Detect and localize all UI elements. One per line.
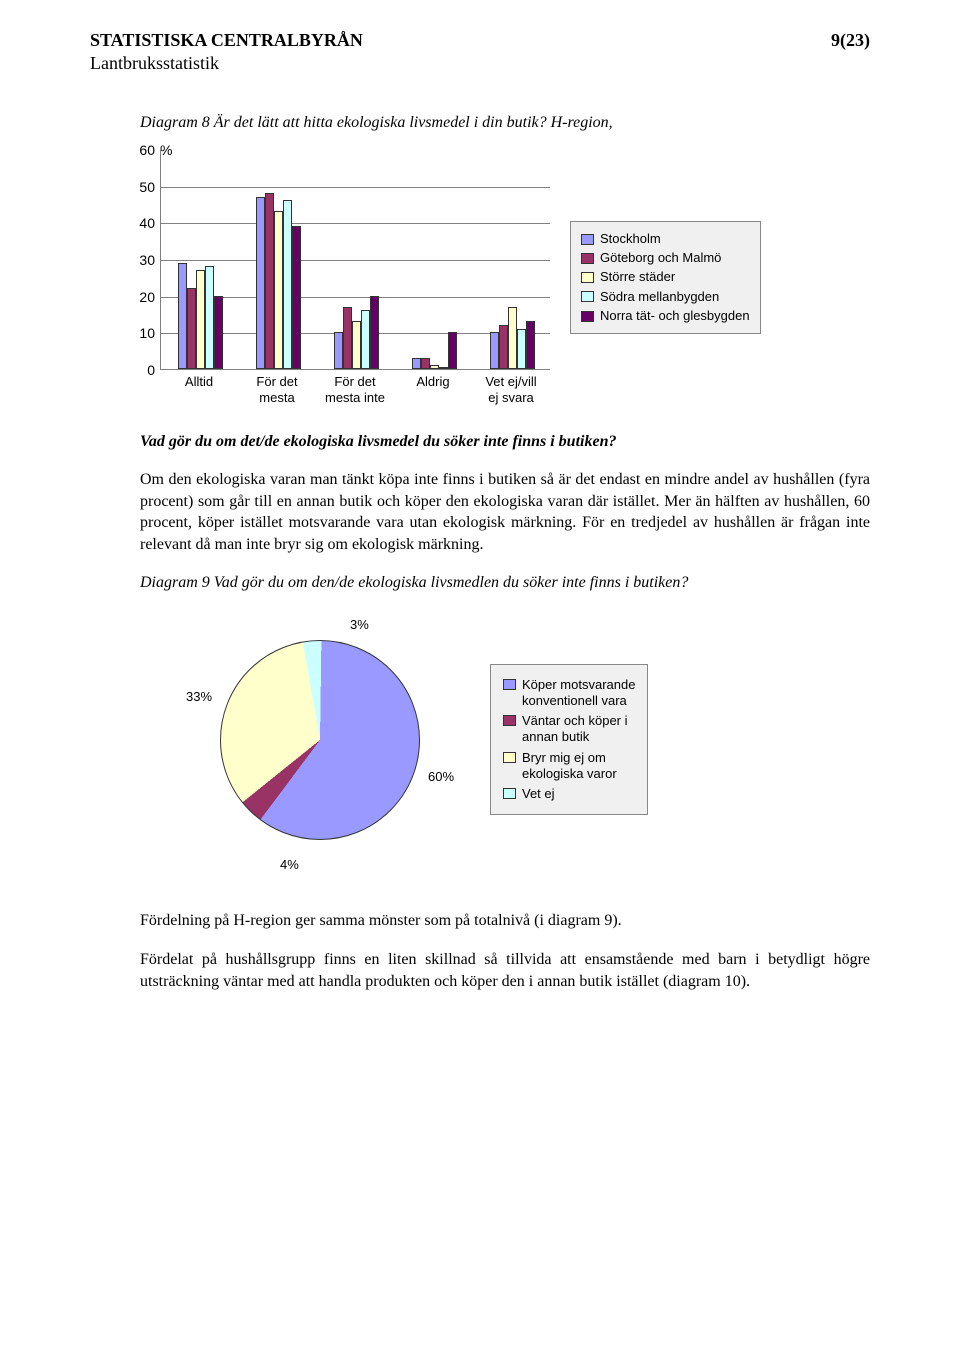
doc-subtitle: Lantbruksstatistik [90, 53, 870, 74]
legend-label: Södra mellanbygden [600, 289, 719, 305]
bar [508, 307, 517, 369]
legend-swatch [581, 291, 594, 302]
y-tick: 50 [131, 179, 155, 195]
legend-item: Vet ej [503, 786, 635, 802]
x-category-label: För detmesta inte [316, 370, 394, 405]
legend-item: Större städer [581, 269, 750, 285]
x-category-label: Vet ej/villej svara [472, 370, 550, 405]
diagram9-chart: 3% 60% 4% 33% Köper motsvarandekonventionel… [180, 610, 870, 870]
bar [448, 332, 457, 369]
org-name: STATISTISKA CENTRALBYRÅN [90, 30, 363, 51]
legend-swatch [503, 788, 516, 799]
legend-swatch [503, 715, 516, 726]
legend-item: Göteborg och Malmö [581, 250, 750, 266]
diagram8-legend: Stockholm Göteborg och Malmö Större städer… [570, 221, 761, 334]
bar [187, 288, 196, 369]
pie-slice-label: 3% [350, 618, 369, 631]
bar [283, 200, 292, 369]
diagram9-caption: Diagram 9 Vad gör du om den/de ekologisk… [140, 574, 870, 592]
page-number: 9(23) [831, 30, 870, 51]
legend-swatch [581, 234, 594, 245]
bar [430, 365, 439, 369]
section2-heading: Vad gör du om det/de ekologiska livsmede… [140, 433, 870, 451]
pie-slice-label: 33% [186, 690, 212, 703]
bar-group [178, 263, 223, 369]
legend-label: Större städer [600, 269, 675, 285]
legend-label: Göteborg och Malmö [600, 250, 721, 266]
bar [352, 321, 361, 369]
legend-item: Norra tät- och glesbygden [581, 308, 750, 324]
bar [526, 321, 535, 369]
legend-swatch [581, 311, 594, 322]
bar [205, 266, 214, 369]
footer-p1: Fördelning på H-region ger samma mönster… [140, 910, 870, 932]
legend-label: Stockholm [600, 231, 661, 247]
legend-item: Stockholm [581, 231, 750, 247]
legend-item: Köper motsvarandekonventionell vara [503, 677, 635, 710]
legend-label: Vet ej [522, 786, 555, 802]
bar-group [490, 307, 535, 369]
y-tick: 60 [131, 142, 155, 158]
y-tick: 20 [131, 289, 155, 305]
bar [343, 307, 352, 369]
diagram9-legend: Köper motsvarandekonventionell varaVänta… [490, 664, 648, 816]
bar [439, 367, 448, 369]
bar [265, 193, 274, 369]
legend-label: Norra tät- och glesbygden [600, 308, 750, 324]
legend-item: Bryr mig ej omekologiska varor [503, 750, 635, 783]
bar [214, 296, 223, 369]
y-tick: 30 [131, 252, 155, 268]
section2-para1: Om den ekologiska varan man tänkt köpa i… [140, 469, 870, 555]
legend-item: Väntar och köper iannan butik [503, 713, 635, 746]
legend-label: Bryr mig ej omekologiska varor [522, 750, 617, 783]
footer-p2: Fördelat på hushållsgrupp finns en liten… [140, 949, 870, 992]
x-category-label: Aldrig [394, 370, 472, 405]
bar-group [334, 296, 379, 369]
bar [370, 296, 379, 369]
legend-label: Köper motsvarandekonventionell vara [522, 677, 635, 710]
bar-group [256, 193, 301, 369]
bar-group [412, 332, 457, 369]
bar [499, 325, 508, 369]
pie-slice-label: 4% [280, 858, 299, 871]
legend-swatch [581, 272, 594, 283]
legend-label: Väntar och köper iannan butik [522, 713, 628, 746]
bar [490, 332, 499, 369]
x-category-label: Alltid [160, 370, 238, 405]
bar [256, 197, 265, 369]
y-tick: 0 [131, 362, 155, 378]
legend-item: Södra mellanbygden [581, 289, 750, 305]
legend-swatch [503, 752, 516, 763]
diagram8-caption: Diagram 8 Är det lätt att hitta ekologis… [140, 114, 870, 132]
bar [517, 329, 526, 369]
y-tick: 10 [131, 325, 155, 341]
pie-slice-label: 60% [428, 770, 454, 783]
legend-swatch [503, 679, 516, 690]
x-category-label: För detmesta [238, 370, 316, 405]
diagram8-chart: % 0102030405060 AlltidFör detmestaFör de… [160, 150, 870, 405]
bar [178, 263, 187, 369]
bar [292, 226, 301, 369]
bar [412, 358, 421, 369]
bar [334, 332, 343, 369]
y-tick: 40 [131, 215, 155, 231]
bar [274, 211, 283, 369]
legend-swatch [581, 253, 594, 264]
bar [421, 358, 430, 369]
bar [361, 310, 370, 369]
bar [196, 270, 205, 369]
